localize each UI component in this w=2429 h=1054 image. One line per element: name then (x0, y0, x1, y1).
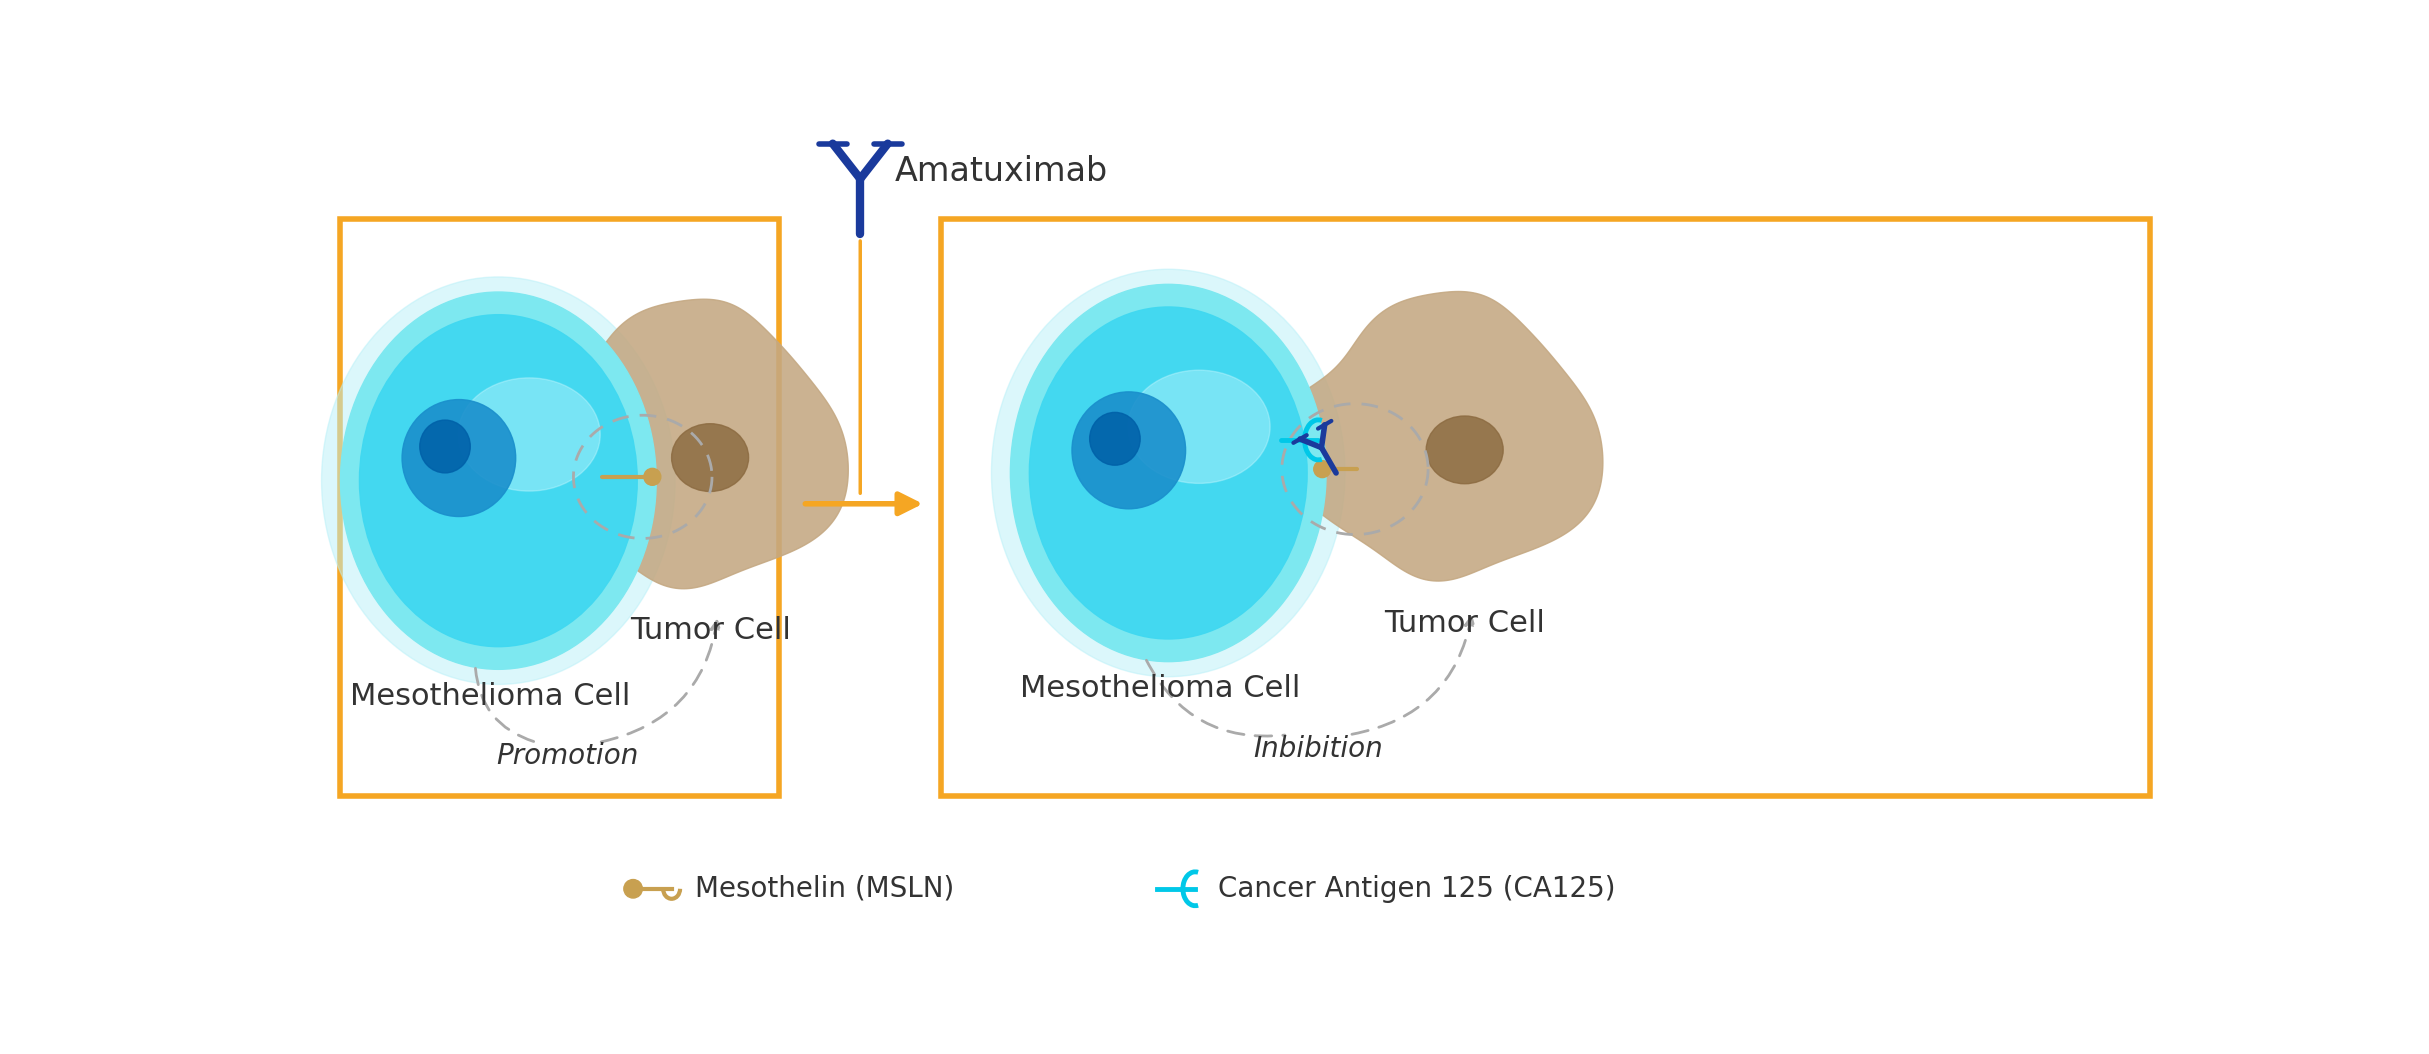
Ellipse shape (1010, 285, 1326, 662)
Polygon shape (505, 299, 848, 589)
Ellipse shape (359, 315, 636, 647)
Ellipse shape (1091, 412, 1139, 465)
Ellipse shape (459, 378, 600, 491)
Bar (940, 219, 2150, 797)
FancyArrowPatch shape (1353, 618, 1474, 735)
Ellipse shape (403, 399, 515, 516)
Ellipse shape (1314, 461, 1331, 477)
Text: Amatuximab: Amatuximab (894, 155, 1108, 188)
FancyArrowPatch shape (600, 621, 719, 742)
Text: Mesothelin (MSLN): Mesothelin (MSLN) (695, 875, 955, 903)
Text: Promotion: Promotion (496, 742, 639, 770)
Ellipse shape (991, 269, 1346, 677)
Ellipse shape (644, 468, 661, 485)
Ellipse shape (1030, 307, 1307, 639)
Polygon shape (1261, 292, 1603, 581)
Ellipse shape (670, 424, 748, 491)
Ellipse shape (1127, 370, 1270, 484)
Ellipse shape (420, 421, 471, 473)
Text: Cancer Antigen 125 (CA125): Cancer Antigen 125 (CA125) (1219, 875, 1615, 903)
FancyArrowPatch shape (806, 494, 916, 513)
Text: Mesothelioma Cell: Mesothelioma Cell (350, 682, 632, 710)
Text: Tumor Cell: Tumor Cell (629, 617, 789, 645)
FancyArrowPatch shape (476, 668, 534, 742)
Ellipse shape (1071, 392, 1185, 509)
FancyArrowPatch shape (1146, 660, 1285, 736)
Ellipse shape (624, 879, 641, 898)
Text: Mesothelioma Cell: Mesothelioma Cell (1020, 675, 1302, 703)
Ellipse shape (1426, 416, 1504, 484)
Text: Tumor Cell: Tumor Cell (1385, 608, 1545, 638)
Ellipse shape (321, 277, 675, 684)
Text: Inbibition: Inbibition (1253, 735, 1382, 763)
Bar (340, 219, 780, 797)
Ellipse shape (340, 292, 656, 669)
